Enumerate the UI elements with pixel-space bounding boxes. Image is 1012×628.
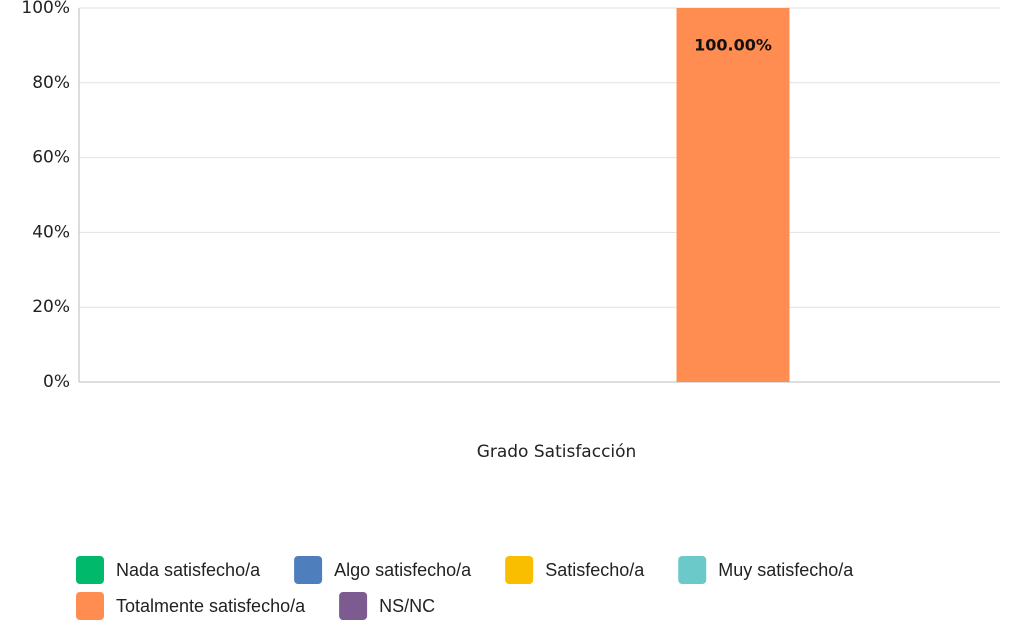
- y-tick-label: 80%: [32, 73, 70, 93]
- legend-label: Satisfecho/a: [545, 560, 645, 580]
- legend-label: NS/NC: [379, 596, 435, 616]
- legend-label: Algo satisfecho/a: [334, 560, 472, 580]
- legend-item: Muy satisfecho/a: [678, 556, 854, 584]
- legend-item: NS/NC: [339, 592, 435, 620]
- data-label: 100.00%: [694, 36, 772, 55]
- legend-item: Algo satisfecho/a: [294, 556, 472, 584]
- legend-swatch: [505, 556, 534, 584]
- y-tick-label: 0%: [43, 372, 70, 392]
- legend-item: Nada satisfecho/a: [76, 556, 261, 584]
- legend-swatch: [76, 592, 104, 620]
- x-axis-label: Grado Satisfacción: [477, 442, 637, 462]
- legend-swatch: [294, 556, 323, 584]
- y-tick-label: 100%: [21, 0, 70, 18]
- legend-item: Satisfecho/a: [505, 556, 645, 584]
- legend-label: Muy satisfecho/a: [718, 560, 854, 580]
- legend-label: Totalmente satisfecho/a: [116, 596, 306, 616]
- bar: [676, 8, 790, 382]
- y-tick-label: 40%: [32, 222, 70, 242]
- legend-swatch: [678, 556, 707, 584]
- legend-item: Totalmente satisfecho/a: [76, 592, 306, 620]
- y-tick-label: 60%: [32, 148, 70, 168]
- legend-label: Nada satisfecho/a: [116, 560, 261, 580]
- legend-swatch: [339, 592, 368, 620]
- legend-swatch: [76, 556, 104, 584]
- y-tick-label: 20%: [32, 297, 70, 317]
